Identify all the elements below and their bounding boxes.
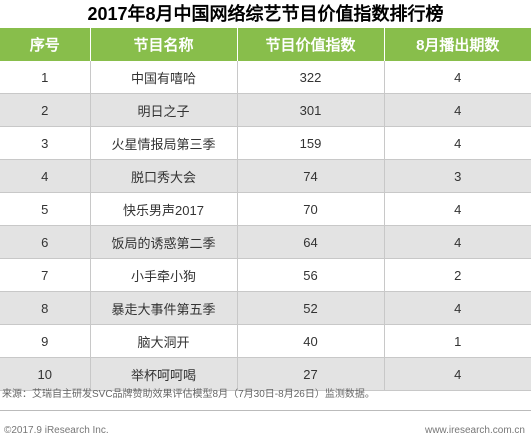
episodes-cell: 4 [384, 291, 531, 325]
episodes-cell: 4 [384, 192, 531, 226]
table-row: 5 快乐男声2017 70 4 [0, 192, 531, 226]
value-index-cell: 40 [237, 324, 385, 358]
value-index-cell: 159 [237, 126, 385, 160]
website-url: www.iresearch.com.cn [424, 425, 525, 436]
rank-cell: 5 [0, 192, 91, 226]
episodes-cell: 4 [384, 93, 531, 127]
table-row: 2 明日之子 301 4 [0, 93, 531, 127]
value-index-cell: 52 [237, 291, 385, 325]
program-name-cell: 饭局的诱惑第二季 [90, 225, 238, 259]
rank-cell: 9 [0, 324, 91, 358]
rank-cell: 10 [0, 357, 91, 391]
value-index-cell: 56 [237, 258, 385, 292]
program-name-cell: 快乐男声2017 [90, 192, 238, 226]
header-program-name: 节目名称 [90, 28, 238, 61]
ranking-table: 序号 节目名称 节目价值指数 8月播出期数 1 中国有嘻哈 322 4 2 明日… [0, 28, 531, 391]
program-name-cell: 脑大洞开 [90, 324, 238, 358]
program-name-cell: 明日之子 [90, 93, 238, 127]
table-row: 4 脱口秀大会 74 3 [0, 159, 531, 193]
table-row: 6 饭局的诱惑第二季 64 4 [0, 225, 531, 259]
episodes-cell: 3 [384, 159, 531, 193]
rank-cell: 7 [0, 258, 91, 292]
program-name-cell: 暴走大事件第五季 [90, 291, 238, 325]
rank-cell: 2 [0, 93, 91, 127]
table-row: 7 小手牵小狗 56 2 [0, 258, 531, 292]
value-index-cell: 27 [237, 357, 385, 391]
table-row: 9 脑大洞开 40 1 [0, 324, 531, 358]
rank-cell: 4 [0, 159, 91, 193]
episodes-cell: 1 [384, 324, 531, 358]
episodes-cell: 4 [384, 126, 531, 160]
rank-cell: 3 [0, 126, 91, 160]
source-note: 来源：艾瑞自主研发SVC品牌赞助效果评估模型8月（7月30日-8月26日）监测数… [2, 389, 375, 400]
episodes-cell: 4 [384, 225, 531, 259]
table-row: 8 暴走大事件第五季 52 4 [0, 291, 531, 325]
page-title: 2017年8月中国网络综艺节目价值指数排行榜 [87, 4, 444, 24]
header-rank: 序号 [0, 28, 91, 61]
rank-cell: 8 [0, 291, 91, 325]
episodes-cell: 2 [384, 258, 531, 292]
value-index-cell: 301 [237, 93, 385, 127]
footer-divider [0, 410, 531, 411]
copyright-text: ©2017.9 iResearch Inc. [4, 425, 109, 436]
program-name-cell: 脱口秀大会 [90, 159, 238, 193]
episodes-cell: 4 [384, 61, 531, 94]
episodes-cell: 4 [384, 357, 531, 391]
header-episodes: 8月播出期数 [384, 28, 531, 61]
value-index-cell: 70 [237, 192, 385, 226]
table-header-row: 序号 节目名称 节目价值指数 8月播出期数 [0, 28, 531, 61]
rank-cell: 1 [0, 61, 91, 94]
table-row: 3 火星情报局第三季 159 4 [0, 126, 531, 160]
program-name-cell: 小手牵小狗 [90, 258, 238, 292]
table-row: 10 举杯呵呵喝 27 4 [0, 357, 531, 391]
program-name-cell: 举杯呵呵喝 [90, 357, 238, 391]
rank-cell: 6 [0, 225, 91, 259]
program-name-cell: 中国有嘻哈 [90, 61, 238, 94]
value-index-cell: 64 [237, 225, 385, 259]
value-index-cell: 322 [237, 61, 385, 94]
table-row: 1 中国有嘻哈 322 4 [0, 61, 531, 94]
program-name-cell: 火星情报局第三季 [90, 126, 238, 160]
value-index-cell: 74 [237, 159, 385, 193]
header-value-index: 节目价值指数 [237, 28, 385, 61]
